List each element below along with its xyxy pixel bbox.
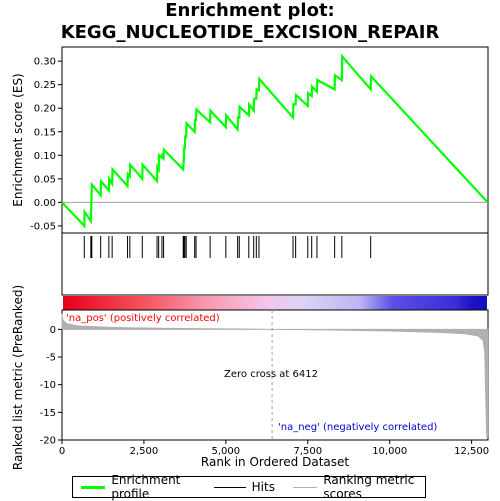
metric-xtick-label: 12,500: [454, 446, 489, 457]
pos-correlated-label: 'na_pos' (positively correlated): [66, 313, 220, 324]
es-ytick-label: -0.05: [30, 221, 56, 232]
title-line-2: KEGG_NUCLEOTIDE_EXCISION_REPAIR: [60, 22, 440, 43]
es-ytick-label: 0.10: [34, 151, 56, 162]
legend-hits-swatch: [213, 486, 246, 488]
title-line-1: Enrichment plot:: [165, 0, 335, 21]
metric-ytick-label: -5: [46, 353, 56, 364]
metric-xtick-label: 0: [59, 446, 65, 457]
legend-item-metric: Ranking metric scores: [292, 473, 425, 501]
enrichment-score-panel: [58, 46, 489, 234]
hits-panel: [61, 232, 489, 310]
legend: Enrichment profile Hits Ranking metric s…: [72, 473, 426, 501]
metric-ytick-label: 0: [50, 325, 56, 336]
metric-xtick-label: 10,000: [372, 446, 407, 457]
hits-frame: [61, 232, 489, 296]
rank-color-band-end: [475, 296, 487, 310]
metric-area: [61, 313, 489, 438]
rank-color-band: [63, 296, 475, 310]
metric-ytick-label: -10: [40, 380, 56, 391]
zero-cross-label: Zero cross at 6412: [224, 369, 318, 380]
es-ylabel: Enrichment score (ES): [11, 73, 25, 206]
chart-title: Enrichment plot: KEGG_NUCLEOTIDE_EXCISIO…: [0, 0, 500, 44]
legend-item-es: Enrichment profile: [81, 473, 196, 501]
neg-correlated-label: 'na_neg' (negatively correlated): [278, 422, 437, 433]
metric-xtick-label: 5,000: [212, 446, 241, 457]
es-ytick-label: 0.15: [34, 127, 56, 138]
legend-es-swatch: [81, 485, 106, 489]
es-plot-frame: [61, 46, 489, 234]
metric-xtick-label: 7,500: [293, 446, 322, 457]
legend-item-hits: Hits: [213, 480, 275, 494]
es-series-line: [61, 53, 489, 229]
metric-xtick-label: 2,500: [130, 446, 159, 457]
legend-metric-swatch: [292, 486, 318, 488]
legend-metric-label: Ranking metric scores: [323, 473, 415, 501]
metric-ytick-label: -15: [40, 408, 56, 419]
axes-text: -0.05 0.00 0.05 0.10 0.15 0.20 0.25 0.30 Enrichm…: [11, 57, 489, 471]
metric-ylabel: Ranked list metric (PreRanked): [11, 285, 25, 470]
es-ytick-label: 0.20: [34, 104, 56, 115]
legend-hits-label: Hits: [251, 480, 275, 494]
metric-ytick-label: -20: [40, 436, 56, 447]
es-ytick-label: 0.30: [34, 57, 56, 68]
es-ytick-label: 0.00: [34, 198, 56, 209]
metric-xlabel: Rank in Ordered Dataset: [201, 455, 349, 469]
legend-es-label: Enrichment profile: [111, 473, 181, 501]
es-ytick-label: 0.05: [34, 174, 56, 185]
ranked-metric-panel: [58, 309, 489, 444]
es-ytick-label: 0.25: [34, 80, 56, 91]
